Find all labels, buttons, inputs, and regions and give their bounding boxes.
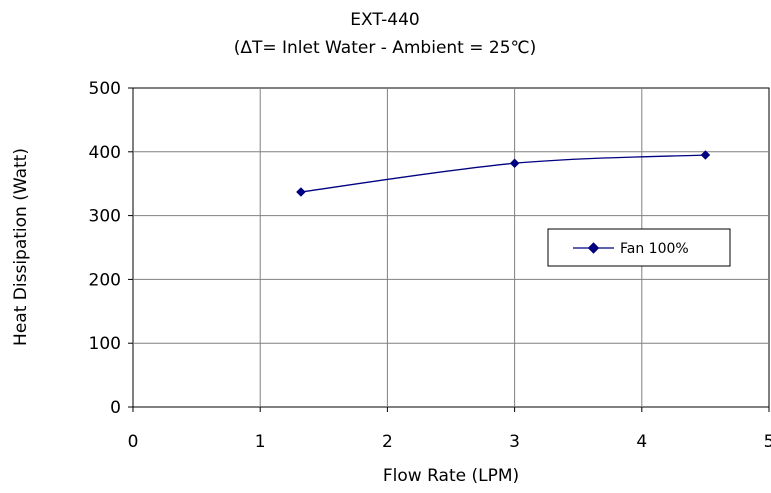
tick-labels: 0 1 2 3 4 5 0 100 200 300 400 500 — [89, 79, 771, 452]
grid-lines — [133, 88, 769, 407]
data-point — [509, 158, 520, 169]
legend-marker — [587, 242, 600, 254]
x-axis-label: Flow Rate (LPM) — [383, 466, 519, 486]
x-tick-label: 1 — [255, 432, 266, 452]
y-tick-label: 500 — [89, 79, 121, 99]
data-point — [296, 187, 306, 197]
x-tick-label: 4 — [636, 432, 647, 452]
series-layer — [296, 150, 711, 197]
legend: Fan 100% — [547, 228, 731, 267]
y-tick-label: 200 — [89, 270, 121, 290]
data-point — [700, 150, 711, 160]
x-tick-label: 0 — [128, 432, 139, 452]
x-tick-label: 3 — [509, 432, 520, 452]
y-tick-label: 100 — [89, 334, 121, 354]
y-tick-label: 300 — [89, 207, 121, 227]
x-tick-label: 2 — [382, 432, 393, 452]
y-tick-label: 0 — [110, 398, 121, 418]
chart-title: EXT-440 — [350, 10, 420, 30]
legend-label: Fan 100% — [620, 241, 689, 257]
y-tick-label: 400 — [89, 143, 121, 163]
x-tick-label: 5 — [764, 432, 771, 452]
y-axis-label: Heat Dissipation (Watt) — [11, 148, 31, 346]
chart-subtitle: (ΔT= Inlet Water - Ambient = 25℃) — [234, 38, 537, 58]
